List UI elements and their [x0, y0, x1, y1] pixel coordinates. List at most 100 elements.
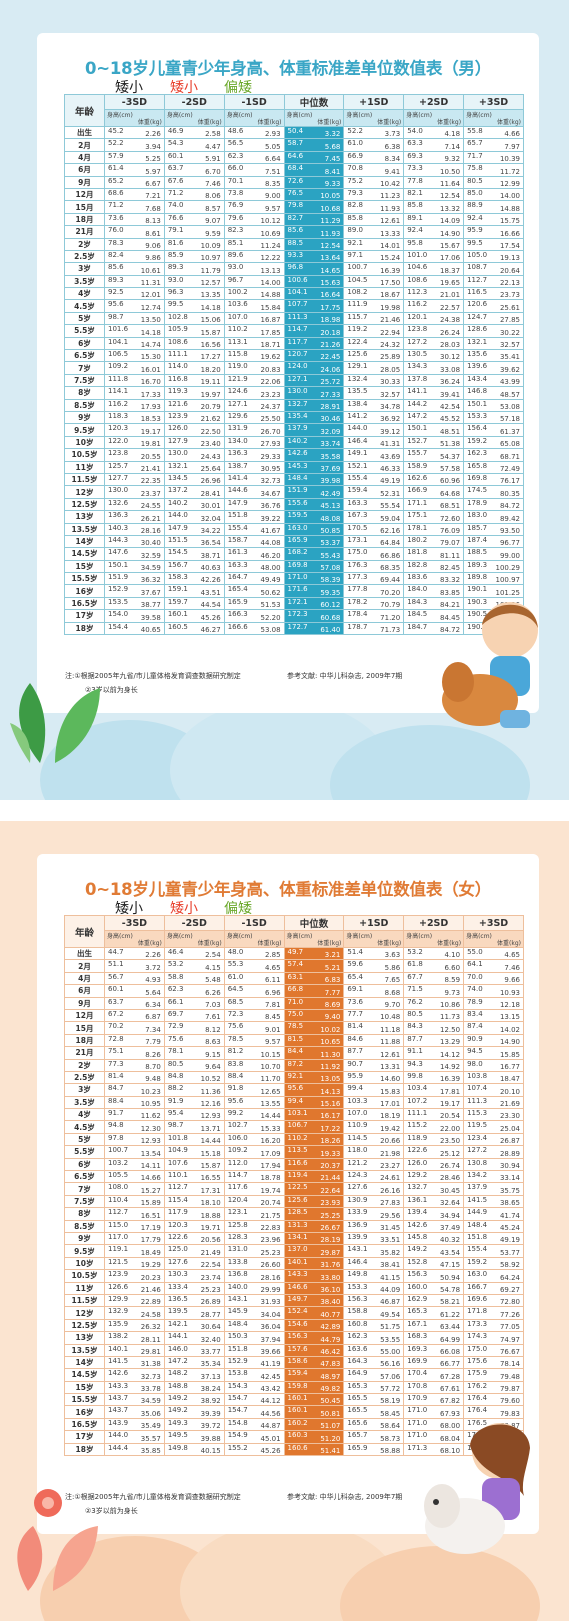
value-cell: 103.6 15.84 — [223, 299, 285, 313]
weight-value: 11.18 — [380, 1025, 401, 1034]
weight-value: 13.31 — [380, 1062, 401, 1071]
value-cell: 156.4 61.37 — [463, 423, 524, 437]
weight-value: 22.64 — [320, 1186, 341, 1195]
height-value: 64.5 — [227, 985, 244, 994]
value-cell: 76.2 10.86 — [403, 996, 465, 1010]
value-cell: 122.0 19.81 — [104, 435, 165, 450]
height-value: 98.7 — [108, 312, 124, 321]
height-value: 58.8 — [167, 972, 184, 981]
table-row: 3.5岁 89.3 11.31 93.0 12.57 96.7 14.00 100.6 15.6… — [64, 274, 524, 289]
weight-value: 82.45 — [440, 564, 461, 573]
weight-value: 49.54 — [380, 1310, 401, 1319]
height-value: 73.6 — [347, 997, 363, 1006]
height-value: 71.7 — [467, 151, 483, 160]
value-cell: 165.7 58.73 — [343, 1430, 405, 1444]
value-cell: 151.9 36.32 — [104, 572, 165, 586]
weight-value: 46.42 — [320, 1347, 341, 1356]
value-cell: 81.2 10.15 — [223, 1046, 285, 1060]
age-cell: 2岁 — [64, 237, 105, 251]
height-value: 135.5 — [347, 387, 368, 396]
table-row: 11岁 125.7 21.41 132.1 25.64 138.7 30.95 145.3 37… — [64, 460, 524, 474]
value-cell: 152.9 41.19 — [223, 1355, 285, 1370]
value-cell: 144.0 39.12 — [343, 423, 405, 437]
age-cell: 4月 — [64, 150, 105, 165]
weight-unit-label: 体重(kg) — [257, 119, 282, 126]
height-value: 78.9 — [467, 997, 483, 1006]
weight-unit-label: 体重(kg) — [257, 940, 282, 947]
value-cell: 163.3 48.00 — [223, 559, 285, 574]
weight-value: 23.96 — [260, 1236, 281, 1245]
age-cell: 15岁 — [64, 559, 105, 574]
median-cell: 145.3 37.69 — [283, 460, 345, 474]
value-cell: 135.6 35.41 — [463, 349, 524, 363]
girls-panel: 0~18岁儿童青少年身高、体重标准差单位数值表（女） 矮小 矮小 偏矮 年龄 -3… — [0, 821, 569, 1621]
height-value: 148.4 — [227, 1319, 248, 1328]
weight-value: 33.78 — [140, 1385, 161, 1394]
value-cell: 162.3 53.55 — [343, 1331, 405, 1345]
value-cell: 132.1 25.64 — [163, 460, 225, 474]
weight-value: 14.65 — [320, 266, 341, 275]
age-cell: 7.5岁 — [64, 1194, 105, 1209]
median-cell: 72.6 9.33 — [283, 175, 345, 189]
height-value: 126.0 — [167, 424, 188, 433]
value-cell: 74.0 8.57 — [163, 200, 225, 214]
weight-value: 40.32 — [440, 1236, 461, 1245]
weight-value: 47.83 — [320, 1360, 341, 1369]
height-value: 76.2 — [407, 997, 423, 1006]
weight-value: 76.09 — [440, 526, 461, 535]
height-value: 72.6 — [287, 176, 304, 185]
value-cell: 93.0 13.13 — [223, 262, 285, 276]
height-value: 91.9 — [167, 1096, 184, 1105]
weight-value: 51.07 — [320, 1422, 341, 1431]
weight-value: 35.57 — [140, 1434, 161, 1443]
value-cell: 177.3 69.44 — [343, 572, 405, 586]
weight-value: 30.33 — [380, 378, 401, 387]
height-value: 75.2 — [347, 176, 363, 185]
height-value: 160.1 — [287, 1394, 308, 1403]
weight-value: 35.85 — [140, 1447, 161, 1456]
weight-value: 18.78 — [260, 1174, 281, 1183]
value-cell: 166.7 69.27 — [463, 1281, 524, 1295]
height-value: 107.0 — [347, 1109, 368, 1118]
age-cell: 5岁 — [64, 1132, 105, 1147]
height-value: 153.5 — [108, 597, 129, 606]
weight-value: 51.41 — [320, 1447, 341, 1456]
weight-value: 32.04 — [200, 514, 221, 523]
height-value: 156.3 — [287, 1332, 308, 1341]
height-value: 76.6 — [167, 213, 184, 222]
value-cell: 185.7 93.50 — [463, 522, 524, 536]
height-value: 170.9 — [407, 1394, 428, 1403]
weight-value: 28.89 — [499, 1149, 520, 1158]
weight-value: 39.22 — [260, 514, 281, 523]
table-row: 6岁 104.1 14.74 108.6 16.56 113.1 18.71 117.7 21.… — [64, 336, 524, 351]
height-value: 165.7 — [347, 1431, 368, 1440]
value-cell: 115.7 21.46 — [343, 311, 405, 326]
weight-value: 33.80 — [320, 1273, 341, 1282]
value-cell: 62.3 6.64 — [223, 150, 285, 165]
value-cell: 71.2 8.06 — [163, 187, 225, 202]
value-cell: 113.1 18.71 — [223, 336, 285, 351]
height-value: 111.3 — [287, 312, 308, 321]
weight-value: 27.85 — [499, 316, 520, 325]
value-cell: 95.9 14.60 — [343, 1070, 405, 1085]
value-cell: 161.3 46.20 — [223, 547, 285, 561]
height-value: 71.2 — [167, 188, 184, 197]
height-value: 159.2 — [467, 1257, 488, 1266]
weight-value: 22.50 — [200, 427, 221, 436]
weight-value: 20.64 — [499, 266, 520, 275]
value-cell: 149.3 39.72 — [163, 1417, 225, 1432]
value-cell: 92.1 14.01 — [343, 237, 405, 251]
value-cell: 63.3 7.14 — [403, 138, 465, 152]
median-cell: 81.5 10.65 — [283, 1033, 345, 1048]
value-cell: 144.2 42.54 — [403, 398, 465, 413]
value-cell: 107.0 16.87 — [223, 311, 285, 326]
value-cell: 87.7 12.61 — [343, 1046, 405, 1060]
age-cell: 5.5岁 — [64, 324, 105, 338]
weight-value: 6.34 — [145, 1000, 161, 1009]
height-value: 124.3 — [347, 1171, 368, 1180]
weight-value: 25.25 — [320, 1211, 341, 1220]
median-cell: 172.7 61.40 — [283, 621, 345, 636]
weight-value: 2.85 — [264, 951, 281, 960]
weight-value: 18.19 — [380, 1112, 401, 1121]
weight-value: 35.49 — [140, 1422, 161, 1431]
